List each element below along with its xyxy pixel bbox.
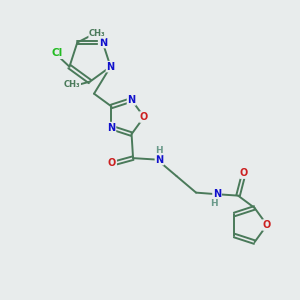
Text: H: H [210, 199, 218, 208]
Text: N: N [155, 154, 164, 165]
Text: N: N [128, 95, 136, 105]
Text: N: N [107, 123, 116, 133]
Text: O: O [263, 220, 271, 230]
Text: H: H [155, 146, 162, 154]
Text: CH₃: CH₃ [89, 29, 106, 38]
Text: O: O [240, 168, 248, 178]
Text: N: N [106, 62, 115, 72]
Text: CH₃: CH₃ [64, 80, 80, 89]
Text: O: O [140, 112, 148, 122]
Text: N: N [99, 38, 107, 47]
Text: N: N [213, 189, 221, 199]
Text: O: O [108, 158, 116, 168]
Text: Cl: Cl [51, 48, 62, 58]
